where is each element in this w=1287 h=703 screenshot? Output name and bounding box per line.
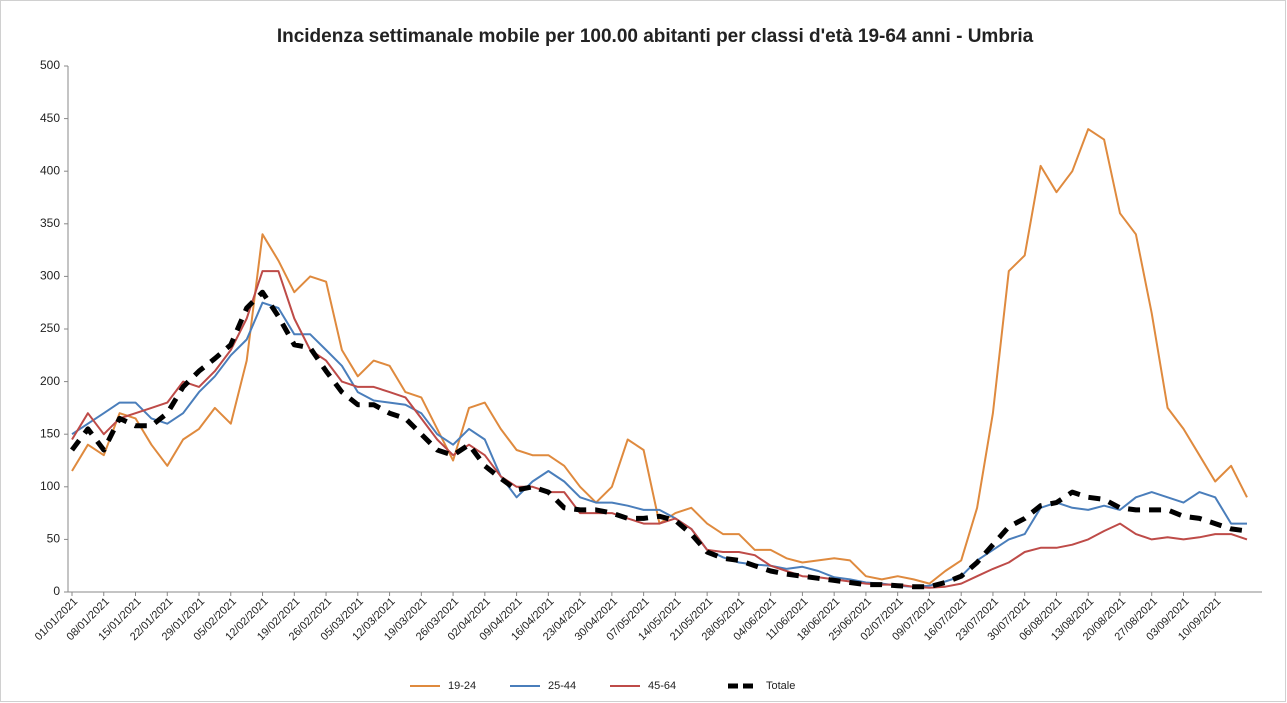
legend-label: Totale [766,680,795,692]
y-tick-label: 450 [40,111,60,125]
y-tick-label: 100 [40,479,60,493]
y-tick-label: 50 [47,532,61,546]
legend-label: 45-64 [648,680,676,692]
y-tick-label: 350 [40,216,60,230]
line-series [70,289,1248,590]
y-tick-label: 300 [40,269,60,283]
y-tick-label: 0 [53,584,60,598]
y-tick-label: 200 [40,374,60,388]
legend-label: 25-44 [548,680,576,692]
line-series [71,270,1248,589]
y-tick-label: 500 [40,58,60,72]
chart-title: Incidenza settimanale mobile per 100.00 … [277,26,1034,47]
y-tick-label: 150 [40,426,60,440]
y-tick-label: 250 [40,321,60,335]
legend-label: 19-24 [448,680,476,692]
y-tick-label: 400 [40,163,60,177]
